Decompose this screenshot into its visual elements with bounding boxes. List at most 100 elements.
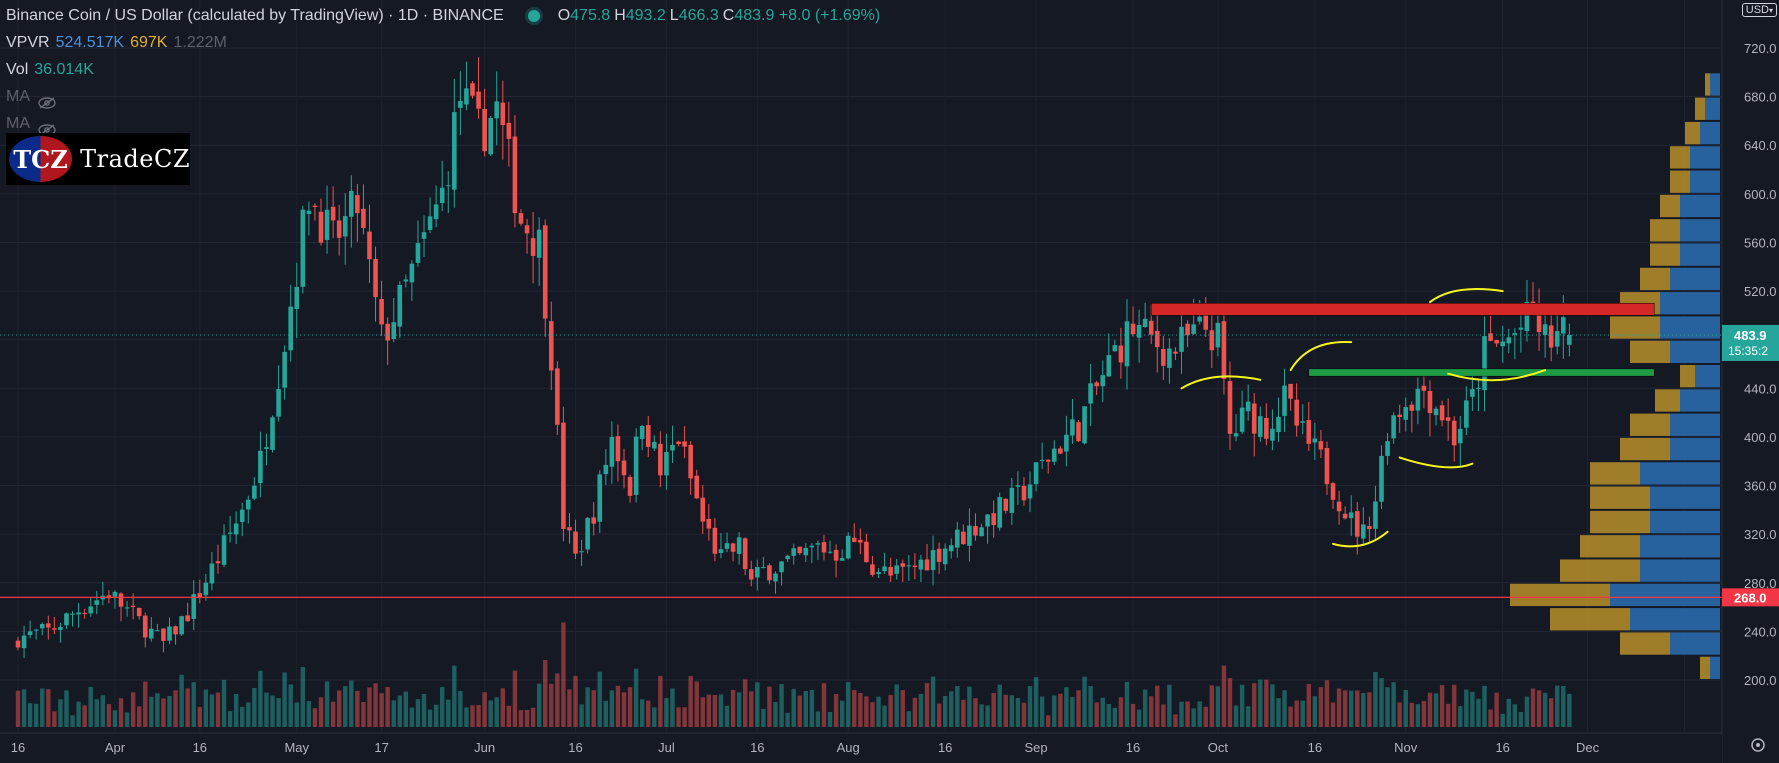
candle-body (536, 229, 542, 258)
candle-body (445, 185, 451, 187)
vpvr-label[interactable]: VPVR (6, 34, 50, 51)
candle-body (209, 563, 215, 584)
volume-bar (464, 707, 469, 727)
volume-bar (494, 697, 499, 727)
candle-body (1264, 417, 1269, 439)
candle-body (918, 559, 924, 570)
settings-icon[interactable] (1751, 738, 1765, 752)
annotation-stroke (1428, 288, 1504, 304)
volume-bar (355, 690, 360, 727)
candle-body (1161, 348, 1166, 366)
candle-body (1251, 403, 1257, 434)
vpvr-bar-up (1640, 559, 1720, 582)
candle-body (488, 117, 493, 155)
time-tick-label: Nov (1394, 740, 1418, 755)
ma2-row[interactable]: MA (6, 110, 880, 137)
volume-bar (1136, 709, 1142, 727)
vpvr-bar-up (1680, 194, 1720, 218)
volume-bar (894, 684, 899, 727)
candle-body (997, 497, 1003, 528)
candle-body (185, 615, 190, 622)
candle-body (815, 543, 821, 545)
volume-bar (839, 700, 845, 727)
volume-bar (1276, 698, 1281, 727)
ma2-label[interactable]: MA (6, 115, 30, 132)
price-tick-label: 400.0 (1744, 430, 1777, 445)
volume-bar (379, 693, 384, 727)
volume-bar (1064, 687, 1069, 727)
vpvr-bar-down (1670, 170, 1690, 193)
volume-bar (1361, 692, 1366, 727)
candle-body (258, 450, 263, 483)
volume-bar (609, 690, 615, 727)
support-price-label: 268.0 (1734, 590, 1767, 605)
candle-body (1361, 524, 1366, 539)
volume-bar (403, 691, 409, 727)
vol-row[interactable]: Vol 36.014K (6, 56, 880, 83)
candle-body (1270, 428, 1275, 441)
candle-body (821, 542, 827, 553)
volume-bar (1306, 683, 1311, 727)
candle-body (403, 279, 409, 282)
vpvr-bar-down (1560, 559, 1640, 582)
support-price-badge (1722, 588, 1779, 607)
symbol-title[interactable]: Binance Coin / US Dollar (calculated by … (6, 7, 504, 24)
vpvr-bar-up (1680, 243, 1720, 266)
candle-body (1070, 419, 1075, 436)
vpvr-bar-down (1590, 510, 1650, 534)
candle-body (1051, 448, 1057, 462)
candle-body (1470, 389, 1475, 397)
candle-body (482, 109, 487, 152)
vpvr-bar-down (1650, 243, 1680, 266)
candle-body (27, 631, 33, 636)
market-status-icon (527, 9, 540, 22)
symbol-row[interactable]: Binance Coin / US Dollar (calculated by … (6, 2, 880, 29)
ma1-label[interactable]: MA (6, 88, 30, 105)
candle-body (1227, 381, 1233, 434)
ma1-row[interactable]: MA (6, 83, 880, 110)
eye-off-icon[interactable] (38, 91, 56, 109)
candle-body (670, 444, 675, 451)
volume-bar (155, 693, 160, 727)
candle-body (645, 425, 651, 447)
candle-body (888, 566, 893, 576)
volume-bar (633, 668, 639, 727)
vpvr-bar-up (1680, 219, 1720, 242)
volume-bar (1567, 693, 1572, 727)
candle-body (518, 213, 524, 224)
volume-bar (343, 686, 348, 727)
vpvr-row[interactable]: VPVR 524.517K 697K 1.222M (6, 29, 880, 56)
vpvr-bar-down (1650, 219, 1680, 242)
candle-body (712, 527, 718, 554)
price-tick-label: 440.0 (1744, 381, 1777, 396)
eye-off-icon[interactable] (38, 118, 56, 136)
candle-body (1379, 455, 1384, 502)
candle-body (1536, 309, 1542, 333)
candle-body (39, 624, 45, 629)
candle-body (1421, 385, 1427, 391)
vpvr-bar-up (1660, 292, 1720, 315)
vol-label[interactable]: Vol (6, 61, 29, 78)
volume-bar (615, 685, 621, 727)
volume-bar (336, 690, 342, 727)
volume-bar (46, 689, 51, 727)
volume-bar (482, 692, 487, 727)
candle-body (197, 593, 203, 598)
candle-body (227, 532, 233, 534)
candle-body (1009, 487, 1015, 513)
candle-body (694, 475, 700, 499)
volume-bar (1270, 684, 1275, 727)
volume-bar (1500, 713, 1505, 727)
volume-bar (912, 697, 918, 727)
candle-body (573, 531, 578, 554)
candle-body (1451, 420, 1457, 446)
currency-selector[interactable]: USD▾ (1741, 3, 1777, 17)
candle-body (470, 83, 475, 96)
candle-body (1457, 428, 1463, 444)
volume-bar (276, 698, 281, 727)
vpvr-bar-down (1670, 146, 1690, 169)
volume-bar (736, 692, 742, 727)
volume-bar (1282, 690, 1287, 727)
candle-body (349, 190, 354, 217)
